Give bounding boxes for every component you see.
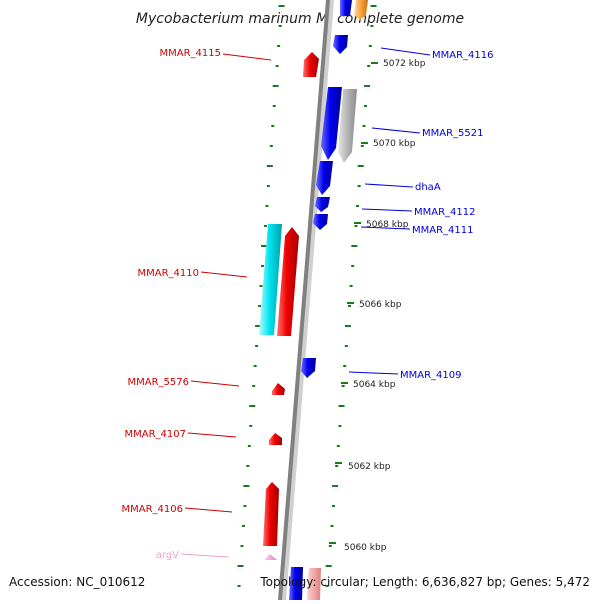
scale-label-5072: 5072 kbp (383, 59, 426, 69)
backbone-shadow (280, 0, 334, 601)
scale-label-5070: 5070 kbp (373, 139, 416, 149)
label-mmar-5576[interactable]: MMAR_5576 (128, 377, 190, 388)
right-tick-marks (325, 5, 377, 587)
feature-mmar-5521-gray[interactable] (338, 89, 357, 163)
label-mmar-4109[interactable]: MMAR_4109 (400, 370, 462, 381)
feature-mmar-5576[interactable] (272, 383, 285, 395)
leader-dhaA (364, 183, 414, 188)
feature-mmar-4106[interactable] (263, 482, 279, 546)
label-mmar-4111[interactable]: MMAR_4111 (412, 225, 474, 236)
leader-mmar-4115 (222, 53, 272, 61)
feature-blue-top[interactable] (340, 0, 352, 16)
left-tick-marks (237, 5, 285, 587)
scale-label-5066: 5066 kbp (359, 300, 402, 310)
scale-label-5068: 5068 kbp (366, 220, 409, 230)
label-mmar-4107[interactable]: MMAR_4107 (125, 429, 187, 440)
scale-labels: 5072 kbp 5070 kbp 5068 kbp 5066 kbp 5064… (329, 59, 426, 553)
label-dhaA[interactable]: dhaA (415, 182, 441, 193)
leader-mmar-4106 (184, 507, 233, 513)
feature-mmar-4115[interactable] (303, 52, 319, 77)
feature-mmar-4107[interactable] (269, 433, 282, 445)
leader-mmar-4116 (380, 47, 431, 56)
leader-mmar-4112 (361, 208, 413, 212)
feature-mmar-4111[interactable] (313, 214, 328, 230)
backbone-line (278, 0, 330, 601)
label-argV[interactable]: argV (156, 550, 179, 561)
feature-mmar-4109[interactable] (301, 358, 316, 378)
feature-mmar-4110[interactable] (277, 227, 299, 336)
label-mmar-4110[interactable]: MMAR_4110 (138, 268, 200, 279)
leader-mmar-4110 (200, 271, 248, 278)
leader-mmar-4107 (187, 432, 237, 438)
left-gene-labels: MMAR_4115 MMAR_4110 MMAR_5576 MMAR_4107 … (122, 48, 272, 561)
leader-mmar-5521 (371, 127, 421, 134)
feature-mmar-4116[interactable] (333, 35, 348, 54)
feature-mmar-4112[interactable] (315, 197, 330, 212)
leader-mmar-4111 (360, 226, 411, 230)
scale-label-5060: 5060 kbp (344, 543, 387, 553)
label-mmar-4116[interactable]: MMAR_4116 (432, 50, 494, 61)
map-title: Mycobacterium marinum M, complete genome (136, 11, 464, 27)
feature-orange-top[interactable] (354, 0, 368, 20)
leader-argV (180, 553, 230, 558)
feature-dhaA[interactable] (316, 161, 333, 195)
label-mmar-4106[interactable]: MMAR_4106 (122, 504, 184, 515)
scale-label-5062: 5062 kbp (348, 462, 391, 472)
feature-blue-bottom[interactable] (289, 567, 303, 600)
right-gene-labels: MMAR_4116 MMAR_5521 dhaA MMAR_4112 MMAR_… (348, 47, 494, 381)
feature-mmar-4110-cyan[interactable] (259, 224, 282, 335)
label-mmar-4112[interactable]: MMAR_4112 (414, 207, 476, 218)
scale-label-5064: 5064 kbp (353, 380, 396, 390)
feature-mmar-5521-blue[interactable] (321, 87, 342, 160)
leader-mmar-5576 (190, 380, 240, 387)
label-mmar-5521[interactable]: MMAR_5521 (422, 128, 484, 139)
feature-pale-bottom[interactable] (307, 568, 321, 600)
label-mmar-4115[interactable]: MMAR_4115 (160, 48, 222, 59)
feature-argV[interactable] (264, 554, 277, 560)
accession-text: Accession: NC_010612 (9, 575, 145, 589)
leader-mmar-4109 (348, 371, 399, 375)
genome-summary-text: Topology: circular; Length: 6,636,827 bp… (259, 575, 590, 589)
